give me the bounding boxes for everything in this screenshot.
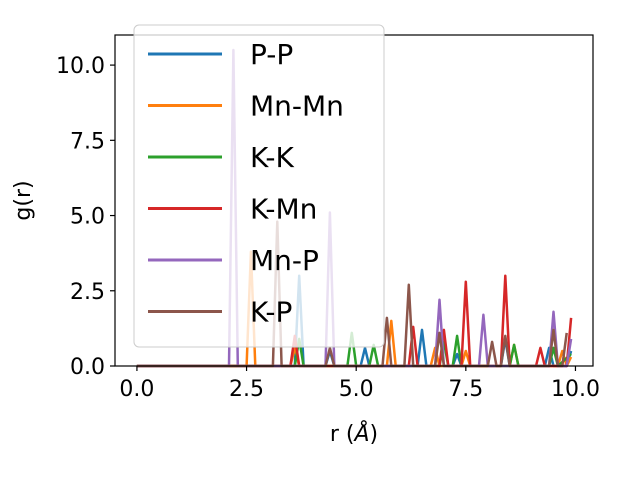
y-tick-label: 0.0 — [70, 355, 105, 380]
y-tick-label: 7.5 — [70, 129, 105, 154]
x-tick-label: 5.0 — [339, 377, 374, 402]
y-tick-label: 2.5 — [70, 280, 105, 305]
y-tick-label: 10.0 — [56, 54, 105, 79]
x-tick-label: 7.5 — [448, 377, 483, 402]
y-tick-label: 5.0 — [70, 205, 105, 230]
legend: P-P Mn-Mn K-K K-Mn Mn-P K-P — [133, 24, 385, 348]
legend-label: K-K — [250, 141, 295, 174]
legend-label: K-Mn — [250, 193, 317, 226]
x-tick-label: 2.5 — [229, 377, 264, 402]
legend-label: P-P — [250, 38, 293, 71]
legend-label: Mn-P — [250, 244, 319, 277]
x-tick-label: 10.0 — [551, 377, 600, 402]
legend-label: Mn-Mn — [250, 90, 344, 123]
x-tick-label: 0.0 — [119, 377, 154, 402]
x-axis-label: r (Å) — [330, 420, 378, 447]
legend-label: K-P — [250, 296, 292, 329]
y-axis: 0.0 2.5 5.0 7.5 10.0 — [56, 54, 115, 380]
y-axis-label: g(r) — [11, 180, 36, 220]
x-axis: 0.0 2.5 5.0 7.5 10.0 — [119, 366, 600, 402]
